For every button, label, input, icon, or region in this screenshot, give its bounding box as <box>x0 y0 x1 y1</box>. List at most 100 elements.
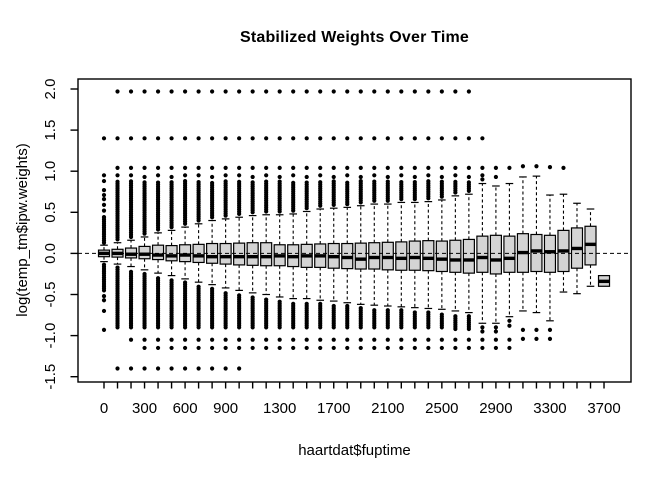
x-tick-label: 1700 <box>317 400 350 417</box>
outlier-dot <box>128 269 134 274</box>
outlier-dot <box>223 337 228 342</box>
box <box>449 239 462 273</box>
outlier-dot <box>223 173 228 178</box>
outlier-dot <box>277 165 282 171</box>
outlier-dot <box>115 173 120 178</box>
outlier-dot <box>385 179 390 184</box>
outlier-dot <box>439 136 444 141</box>
outlier-dot <box>169 165 174 171</box>
outlier-dot <box>155 173 161 178</box>
chart-title: Stabilized Weights Over Time <box>239 29 470 46</box>
outlier-dot <box>101 173 107 178</box>
outlier-dot <box>304 345 309 351</box>
outlier-dot <box>507 337 512 342</box>
outlier-dot <box>155 276 161 281</box>
outlier-dot <box>480 337 485 342</box>
box <box>354 242 367 270</box>
outlier-dot <box>264 297 269 302</box>
outlier-dot <box>101 308 107 314</box>
outlier-dot <box>399 337 404 342</box>
outlier-dot <box>169 180 174 185</box>
outlier-dot <box>385 337 390 342</box>
outlier-dot <box>372 345 377 351</box>
x-tick-label: 1300 <box>263 400 296 417</box>
outlier-dot <box>439 89 444 94</box>
outlier-dot <box>466 89 471 94</box>
outlier-dot <box>210 180 215 186</box>
outlier-dot <box>169 136 174 141</box>
outlier-dot <box>358 178 363 184</box>
outlier-dot <box>372 179 377 184</box>
outlier-dot <box>466 174 471 180</box>
outlier-dot <box>142 165 147 171</box>
outlier-dot <box>399 136 404 141</box>
outlier-dot <box>291 136 296 141</box>
outlier-dot <box>318 165 323 171</box>
outlier-dot <box>196 173 201 178</box>
outlier-dot <box>101 298 107 303</box>
outlier-dot <box>223 366 228 371</box>
outlier-dot <box>439 345 444 351</box>
outlier-dot <box>547 336 553 341</box>
outlier-dot <box>128 179 134 184</box>
outlier-dot <box>196 284 201 289</box>
outlier-dot <box>318 345 323 351</box>
outlier-dot <box>453 173 458 178</box>
outlier-dot <box>426 310 431 315</box>
outlier-dot <box>155 366 161 371</box>
outlier-dot <box>169 89 174 94</box>
outlier-dot <box>331 174 336 180</box>
outlier-dot <box>101 136 107 141</box>
outlier-dot <box>155 165 161 171</box>
outlier-dot <box>453 179 458 184</box>
outlier-dot <box>223 179 228 184</box>
outlier-dot <box>385 174 390 180</box>
outlier-dot <box>426 337 431 342</box>
y-tick-label: 0.5 <box>42 202 59 223</box>
outlier-dot <box>426 179 431 184</box>
outlier-dot <box>358 165 363 171</box>
outlier-dot <box>318 337 323 342</box>
outlier-dot <box>426 165 431 171</box>
x-tick-label: 2900 <box>479 400 512 417</box>
outlier-dot <box>155 136 161 141</box>
outlier-dot <box>210 345 215 351</box>
outlier-dot <box>182 280 188 285</box>
outlier-dot <box>237 366 242 371</box>
outlier-dot <box>345 173 350 178</box>
outlier-dot <box>345 165 350 171</box>
outlier-dot <box>277 136 282 141</box>
outlier-dot <box>277 174 282 180</box>
outlier-dot <box>210 286 215 292</box>
outlier-dot <box>399 165 404 171</box>
outlier-dot <box>182 366 188 371</box>
outlier-dot <box>155 337 161 342</box>
outlier-dot <box>182 89 188 94</box>
outlier-dot <box>534 164 539 169</box>
outlier-dot <box>115 165 120 171</box>
outlier-dot <box>169 278 174 283</box>
outlier-dot <box>291 165 296 171</box>
outlier-dot <box>182 178 188 184</box>
outlier-dot <box>439 312 444 317</box>
box <box>151 244 165 261</box>
y-tick-label: 0.0 <box>42 243 59 264</box>
outlier-dot <box>453 136 458 141</box>
outlier-dot <box>331 345 336 351</box>
outlier-dot <box>155 180 161 185</box>
outlier-dot <box>196 179 201 185</box>
outlier-dot <box>453 337 458 342</box>
outlier-dot <box>291 89 296 94</box>
outlier-dot <box>304 301 309 306</box>
outlier-dot <box>331 179 336 184</box>
outlier-dot <box>318 173 323 178</box>
x-tick-label: 2500 <box>425 400 458 417</box>
outlier-dot <box>358 174 363 180</box>
outlier-dot <box>466 337 471 342</box>
outlier-dot <box>466 136 471 141</box>
outlier-dot <box>412 165 417 171</box>
outlier-dot <box>399 179 404 185</box>
box <box>422 240 435 272</box>
outlier-dot <box>264 136 269 141</box>
